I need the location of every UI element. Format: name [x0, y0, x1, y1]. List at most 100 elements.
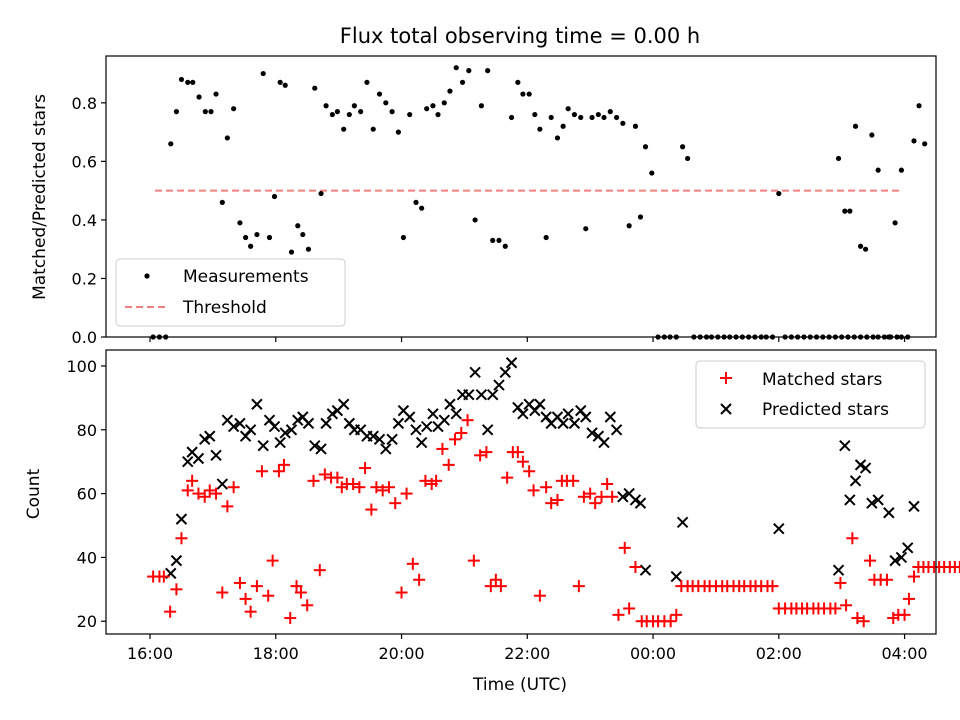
measurement-point — [430, 103, 436, 109]
predicted-star-point — [227, 420, 240, 433]
matched-star-point — [489, 573, 502, 586]
measurement-point — [237, 220, 243, 226]
predicted-star-point — [251, 398, 263, 410]
matched-star-point — [307, 474, 320, 487]
matched-star-point — [474, 449, 487, 462]
matched-star-point — [523, 465, 536, 478]
bottom-x-axis-label: Time (UTC) — [472, 675, 567, 695]
measurement-point — [478, 103, 484, 109]
top-legend-box — [115, 258, 346, 327]
matched-star-point — [618, 541, 631, 554]
measurement-point — [323, 103, 329, 109]
predicted-star-point — [486, 388, 499, 401]
measurement-point — [847, 208, 853, 214]
bottom-x-tick-label: 04:00 — [882, 644, 928, 663]
predicted-star-point — [182, 455, 194, 468]
matched-star-point — [294, 586, 307, 599]
predicted-star-point — [309, 440, 321, 452]
predicted-star-point — [234, 417, 246, 430]
matched-star-point — [406, 557, 419, 570]
measurement-point — [892, 220, 898, 226]
measurement-point — [248, 243, 254, 249]
bottom-x-tick-label: 18:00 — [253, 644, 299, 663]
predicted-star-point — [629, 494, 642, 506]
measurement-point — [857, 243, 864, 249]
predicted-star-point — [469, 366, 481, 379]
measurement-point — [242, 234, 249, 241]
predicted-star-point — [199, 433, 211, 446]
measurement-point — [190, 79, 196, 85]
bottom-y-tick-label: 20 — [77, 612, 97, 631]
matched-star-point — [595, 490, 608, 503]
matched-star-point — [370, 481, 383, 494]
measurement-point — [571, 111, 578, 118]
matched-star-point — [834, 576, 847, 589]
matched-star-point — [181, 484, 194, 497]
predicted-star-point — [568, 417, 581, 430]
matched-star-point — [170, 583, 183, 596]
predicted-star-point — [438, 414, 450, 426]
matched-star-point — [880, 573, 893, 586]
predicted-star-point — [410, 424, 422, 436]
measurement-point — [178, 76, 185, 83]
predicted-star-point — [302, 417, 315, 430]
measurement-point — [649, 170, 655, 176]
measurement-point — [435, 111, 441, 118]
matched-star-point — [250, 580, 263, 593]
legend-measurements-marker — [144, 273, 150, 279]
predicted-star-point — [170, 554, 183, 567]
measurement-point — [632, 123, 639, 129]
predicted-star-point — [481, 424, 494, 436]
measurement-point — [300, 231, 306, 238]
matched-star-point — [419, 474, 432, 487]
matched-star-point — [382, 481, 395, 494]
measurement-point — [453, 65, 459, 71]
measurement-point — [208, 109, 214, 115]
top-y-tick-label: 0.6 — [72, 152, 97, 171]
matched-star-point — [164, 605, 177, 618]
predicted-star-point — [580, 411, 592, 423]
predicted-star-point — [279, 427, 291, 439]
top-y-tick-label: 0.0 — [72, 328, 97, 347]
predicted-star-point — [257, 440, 269, 452]
matched-star-point — [290, 580, 303, 593]
bottom-plot-frame — [105, 349, 937, 635]
measurement-point — [595, 111, 601, 118]
matched-star-point — [347, 478, 360, 491]
measurement-point — [466, 68, 472, 74]
measurement-point — [578, 114, 584, 121]
matched-star-point — [455, 426, 468, 439]
bottom-x-tick-label: 20:00 — [378, 644, 424, 663]
predicted-star-point — [849, 475, 862, 487]
measurement-point — [679, 144, 686, 150]
bottom-plot-area — [147, 357, 960, 628]
matched-star-point — [533, 589, 546, 602]
legend-measurements-label: Measurements — [183, 267, 309, 287]
predicted-star-point — [499, 366, 511, 379]
matched-star-point — [277, 458, 290, 471]
predicted-star-point — [670, 570, 683, 583]
matched-star-point — [331, 471, 344, 484]
matched-star-point — [436, 442, 449, 455]
bottom-legend-box — [695, 360, 926, 429]
predicted-star-point — [210, 449, 222, 462]
matched-star-point — [606, 490, 619, 503]
predicted-star-point — [604, 411, 616, 423]
measurement-point — [626, 223, 632, 229]
measurement-point — [202, 109, 208, 115]
matched-star-point — [501, 471, 514, 484]
matched-star-point — [629, 560, 642, 573]
measurement-point — [835, 155, 842, 162]
measurement-point — [922, 141, 928, 147]
matched-star-point — [442, 458, 455, 471]
predicted-star-point — [415, 436, 428, 449]
measurement-point — [496, 237, 502, 244]
predicted-star-point — [586, 427, 598, 439]
matched-star-point — [233, 576, 246, 589]
measurement-point — [543, 234, 549, 241]
matched-star-point — [601, 478, 614, 491]
measurement-point — [862, 246, 869, 252]
matched-star-point — [829, 602, 842, 615]
matched-star-point — [670, 608, 683, 621]
matched-star-point — [157, 570, 170, 583]
